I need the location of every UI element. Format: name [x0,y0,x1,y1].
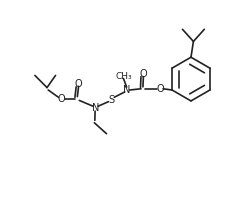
Text: S: S [108,95,114,105]
Text: O: O [75,79,82,89]
Text: CH₃: CH₃ [115,72,132,81]
Text: N: N [92,103,99,113]
Text: O: O [139,69,147,79]
Text: N: N [123,85,131,95]
Text: O: O [156,84,164,94]
Text: O: O [58,94,65,103]
